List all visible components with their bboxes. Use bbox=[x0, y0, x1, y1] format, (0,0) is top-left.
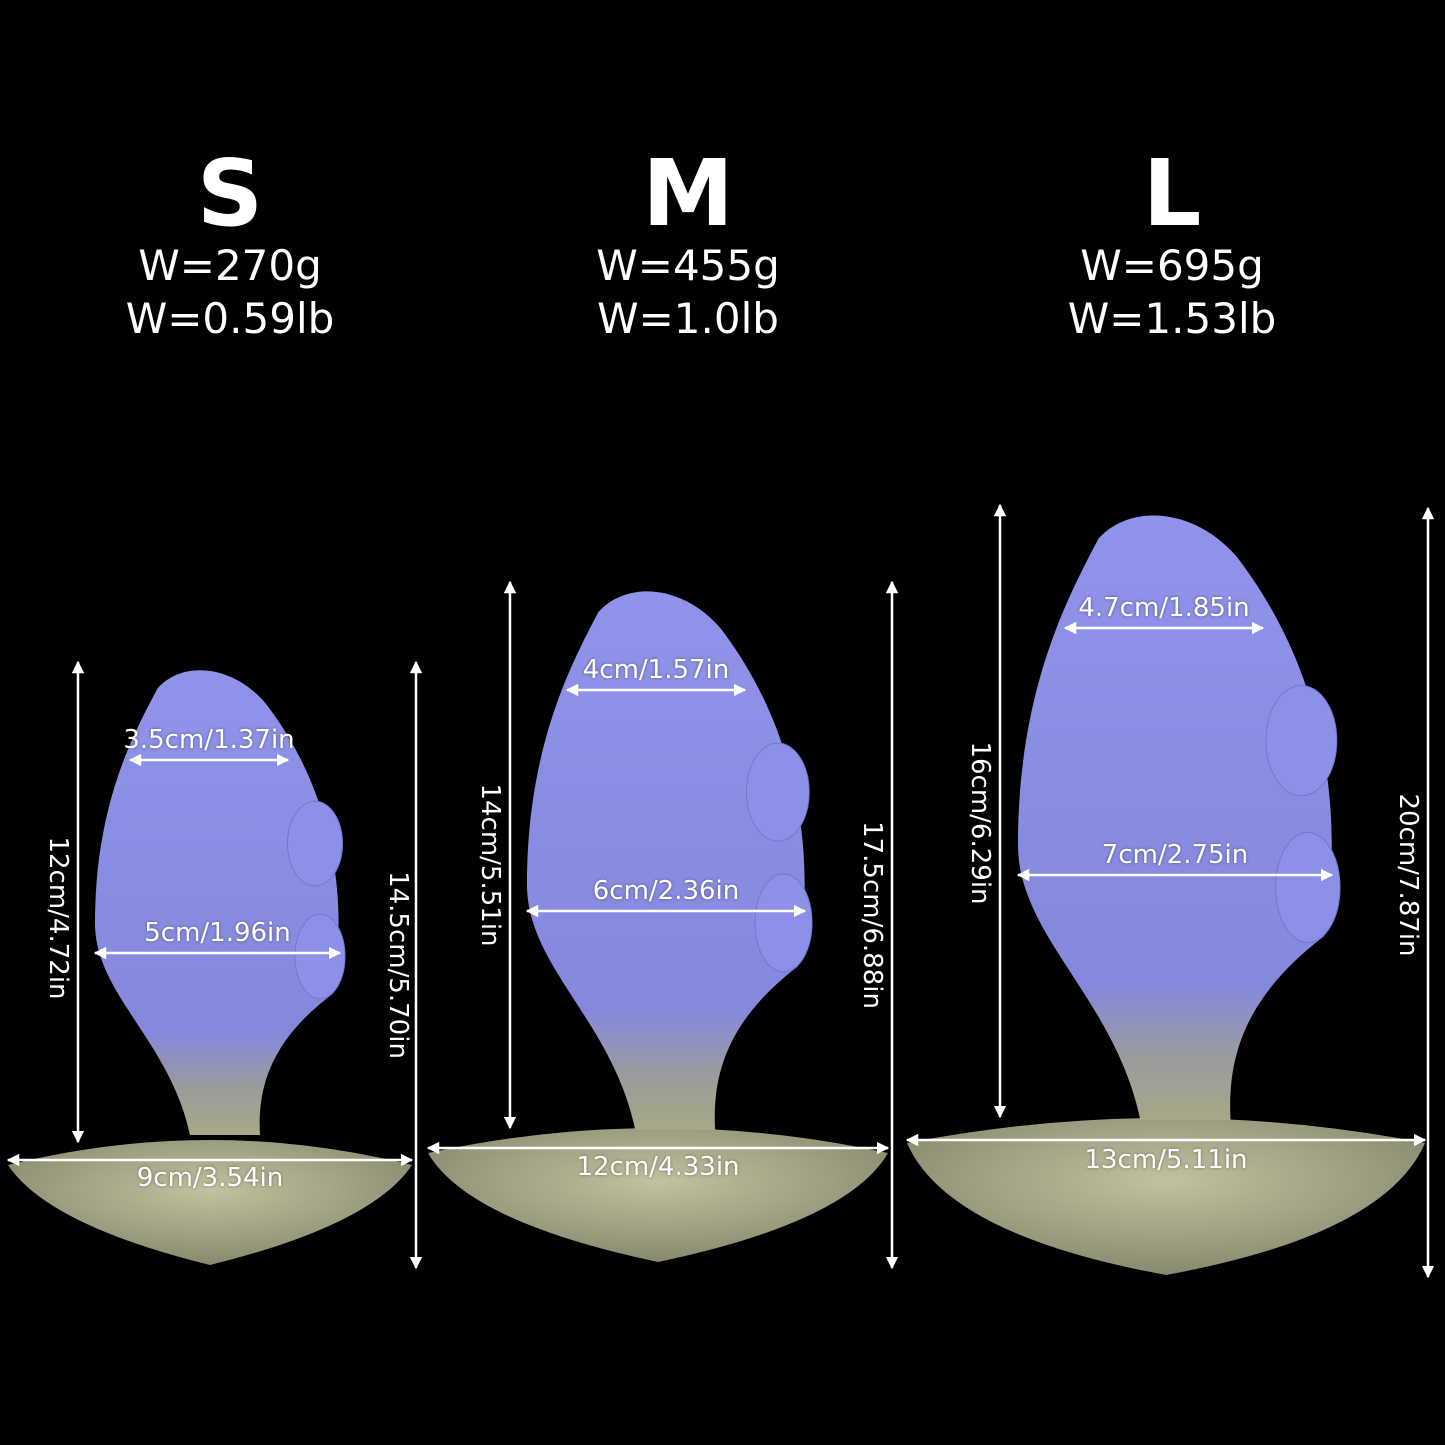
total-length-label: 20cm/7.87in bbox=[1393, 793, 1423, 957]
insertable-length-label: 14cm/5.51in bbox=[475, 783, 505, 947]
product-bump bbox=[1275, 831, 1341, 944]
product-bump bbox=[1265, 684, 1338, 797]
base-width-label: 12cm/4.33in bbox=[576, 1152, 740, 1182]
product-base bbox=[907, 1118, 1425, 1275]
product-base bbox=[8, 1140, 412, 1265]
weight-pounds: W=1.53lb bbox=[1067, 294, 1277, 343]
product-body bbox=[95, 670, 339, 1135]
tip-width-label: 4.7cm/1.85in bbox=[1078, 593, 1250, 623]
base-width-label: 9cm/3.54in bbox=[136, 1163, 284, 1193]
base-width-label: 13cm/5.11in bbox=[1084, 1145, 1248, 1175]
product-body bbox=[1018, 515, 1332, 1120]
insertable-length-label: 12cm/4.72in bbox=[43, 836, 73, 1000]
weight-pounds: W=0.59lb bbox=[125, 294, 335, 343]
product-bump bbox=[294, 913, 346, 1000]
product-bump bbox=[754, 873, 813, 973]
product-bump bbox=[287, 800, 343, 887]
insertable-length-label: 16cm/6.29in bbox=[965, 741, 995, 905]
weight-grams: W=695g bbox=[1080, 241, 1264, 290]
size-label: M bbox=[642, 140, 734, 247]
max-width-label: 6cm/2.36in bbox=[592, 876, 740, 906]
max-width-label: 5cm/1.96in bbox=[144, 918, 291, 948]
weight-pounds: W=1.0lb bbox=[597, 294, 779, 343]
tip-width-label: 4cm/1.57in bbox=[582, 655, 730, 685]
total-length-label: 17.5cm/6.88in bbox=[857, 821, 887, 1009]
total-length-label: 14.5cm/5.70in bbox=[383, 871, 413, 1059]
tip-width-label: 3.5cm/1.37in bbox=[123, 725, 295, 755]
size-label: L bbox=[1142, 140, 1202, 247]
product-body bbox=[527, 591, 805, 1130]
size-label: S bbox=[196, 140, 264, 247]
max-width-label: 7cm/2.75in bbox=[1101, 840, 1249, 870]
product-base bbox=[428, 1128, 888, 1262]
product-bump bbox=[745, 742, 810, 842]
weight-grams: W=270g bbox=[138, 241, 322, 290]
weight-grams: W=455g bbox=[596, 241, 780, 290]
